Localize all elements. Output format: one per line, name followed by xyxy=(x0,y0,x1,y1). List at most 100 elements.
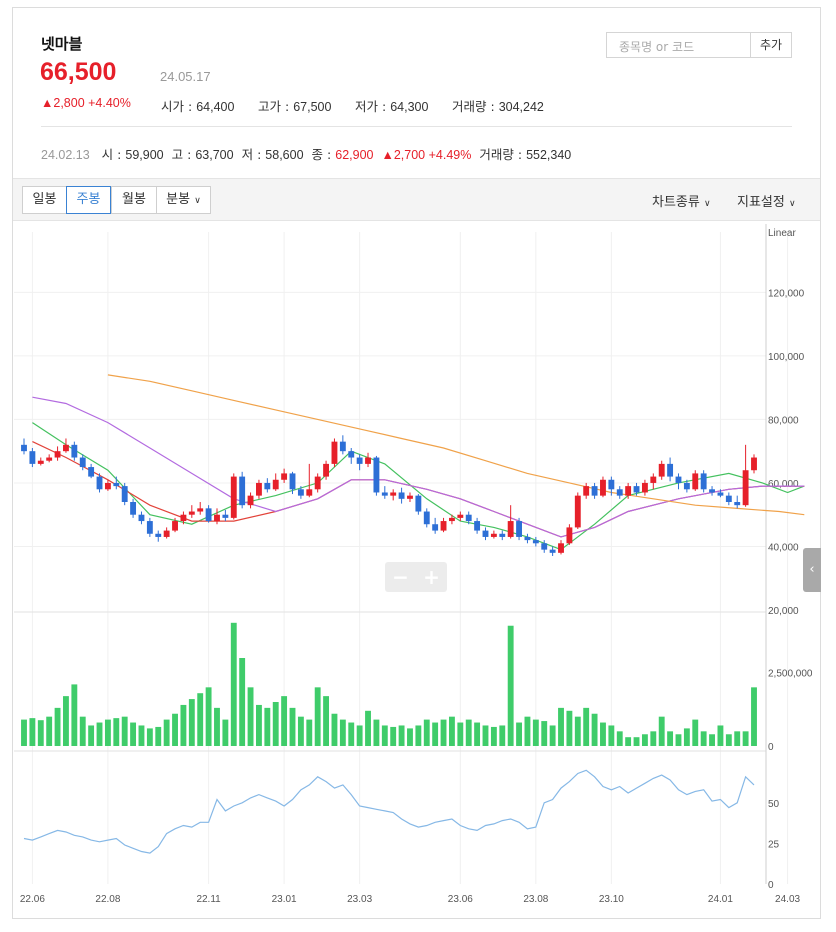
volume-bar xyxy=(650,731,657,746)
volume-bar xyxy=(717,725,724,746)
volume-bar xyxy=(46,716,53,746)
candle-body xyxy=(625,486,632,496)
candle-body xyxy=(474,521,481,531)
zoom-out-button[interactable]: − xyxy=(392,565,409,589)
volume-bar xyxy=(751,687,757,746)
candle-body xyxy=(281,473,288,480)
volume-bar xyxy=(230,622,237,746)
candle-body xyxy=(314,476,321,490)
candle-body xyxy=(751,457,757,471)
volume-bar xyxy=(356,725,363,746)
candle-body xyxy=(407,495,413,499)
candle-body xyxy=(692,473,699,490)
volume-bar xyxy=(104,719,111,746)
candle-body xyxy=(172,521,178,531)
candle-body xyxy=(541,543,548,550)
price-tick-label: 60,000 xyxy=(768,479,799,490)
volume-bar xyxy=(239,658,246,746)
tab-minute[interactable]: 분봉 ∨ xyxy=(156,186,211,214)
candle-body xyxy=(465,514,472,522)
volume-bar xyxy=(725,734,732,746)
candle-body xyxy=(247,495,254,506)
volume-bar xyxy=(541,721,548,746)
tab-weekly[interactable]: 주봉 xyxy=(66,186,111,214)
volume-bar xyxy=(163,719,170,746)
tab-monthly[interactable]: 월봉 xyxy=(111,186,156,214)
volume-bar xyxy=(348,722,355,746)
price-tick-label: 80,000 xyxy=(768,415,799,426)
candle-body xyxy=(600,479,606,496)
indicator-menu[interactable]: 지표설정 ∨ xyxy=(737,195,796,210)
candle-body xyxy=(734,502,741,506)
candle-body xyxy=(448,517,455,522)
divider xyxy=(41,126,792,127)
candle-body xyxy=(88,467,95,477)
volume-bar xyxy=(146,728,153,746)
volume-bar xyxy=(641,734,648,746)
candle-body xyxy=(256,482,262,496)
volume-bar xyxy=(29,718,36,746)
candle-body xyxy=(583,486,590,496)
volume-bar xyxy=(465,719,472,746)
volume-bar xyxy=(415,725,422,746)
candle-body xyxy=(289,473,296,490)
rsi-tick-label: 25 xyxy=(768,839,780,850)
volume-bar xyxy=(625,737,632,746)
candle-body xyxy=(616,489,623,496)
volume-bar xyxy=(138,725,145,746)
volume-bar xyxy=(222,719,229,746)
volume-bar xyxy=(700,731,707,746)
volume-bar xyxy=(37,720,44,746)
candle-body xyxy=(264,482,271,490)
open-stat: 시가 : 64,400 xyxy=(161,99,235,114)
volume-bar xyxy=(524,716,531,746)
volume-bar xyxy=(113,718,120,746)
tab-daily[interactable]: 일봉 xyxy=(22,186,66,214)
volume-bar xyxy=(516,722,522,746)
candle-body xyxy=(532,540,539,544)
volume-bar xyxy=(54,707,61,746)
candle-body xyxy=(381,492,388,496)
hover-info: 24.02.13 시:59,900 고:63,700 저:58,600 종:62… xyxy=(41,147,572,162)
volume-bar xyxy=(448,716,455,746)
candle-body xyxy=(205,508,212,522)
candle-body xyxy=(37,460,44,464)
scale-label: Linear xyxy=(768,228,796,239)
rsi-tick-label: 50 xyxy=(768,799,780,810)
volume-bar xyxy=(21,719,27,746)
candle-body xyxy=(499,533,506,537)
volume-bar xyxy=(306,719,313,746)
volume-bar xyxy=(323,696,330,746)
volume-bar xyxy=(616,731,623,746)
side-panel-toggle[interactable]: ‹ xyxy=(803,548,821,592)
candle-body xyxy=(239,476,246,506)
chart-type-menu[interactable]: 차트종류 ∨ xyxy=(652,195,711,210)
candle-body xyxy=(146,521,153,534)
x-tick-label: 23.06 xyxy=(448,894,473,905)
candle-body xyxy=(667,463,674,477)
price-tick-label: 20,000 xyxy=(768,606,799,617)
x-tick-label: 23.10 xyxy=(599,894,624,905)
candle-body xyxy=(339,441,346,452)
x-tick-label: 24.01 xyxy=(708,894,733,905)
rsi-line xyxy=(23,769,755,854)
candle-body xyxy=(214,514,220,522)
volume-bar xyxy=(365,710,371,746)
candle-body xyxy=(725,495,732,502)
candle-body xyxy=(482,530,489,537)
chart-widget xyxy=(12,7,821,919)
candle-body xyxy=(96,476,103,490)
volume-bar xyxy=(88,725,95,746)
candle-body xyxy=(742,470,749,506)
volume-bar xyxy=(709,734,715,746)
candle-body xyxy=(398,492,405,499)
candle-body xyxy=(104,482,111,490)
candle-body xyxy=(423,511,430,525)
zoom-in-button[interactable]: + xyxy=(423,565,440,589)
candle-body xyxy=(356,457,363,464)
candle-body xyxy=(507,521,514,537)
candle-body xyxy=(373,457,380,493)
volume-bar xyxy=(272,702,279,746)
volume-bar xyxy=(474,722,481,746)
add-button[interactable]: 추가 xyxy=(750,32,792,58)
